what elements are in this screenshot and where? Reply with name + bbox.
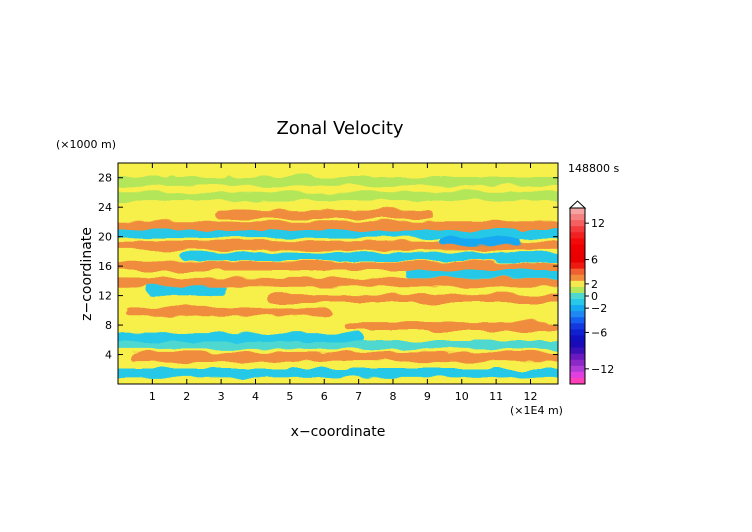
- colorbar-tick-label: −2: [591, 302, 607, 315]
- velocity-band: [118, 221, 558, 231]
- colorbar-swatch: [570, 274, 585, 282]
- colorbar-swatch: [570, 262, 585, 270]
- colorbar-swatch: [570, 311, 585, 318]
- velocity-band: [180, 252, 558, 261]
- colorbar-tick-label: 6: [591, 254, 598, 267]
- colorbar: 12 6 20−2 −6 −12: [568, 200, 614, 385]
- colorbar-swatch: [570, 232, 585, 239]
- x-tick-label: 12: [524, 390, 538, 403]
- x-tick-label: 4: [252, 390, 259, 403]
- chart-title: Zonal Velocity: [276, 118, 403, 139]
- x-tick-label: 6: [321, 390, 328, 403]
- colorbar-swatch: [570, 280, 585, 288]
- time-label: 148800 s: [568, 162, 619, 175]
- colorbar-tick-label: −6: [591, 326, 607, 339]
- x-axis-label: x−coordinate: [291, 424, 386, 440]
- y-axis-unit: (×1000 m): [56, 138, 116, 151]
- colorbar-swatch: [570, 323, 585, 330]
- colorbar-swatch: [570, 250, 585, 257]
- colorbar-swatch: [570, 353, 585, 361]
- x-tick-label: 3: [218, 390, 225, 403]
- colorbar-tick-label: 2: [591, 278, 598, 291]
- colorbar-swatch: [570, 226, 585, 233]
- velocity-band: [125, 307, 331, 317]
- velocity-band: [118, 176, 558, 186]
- colorbar-swatch: [570, 317, 585, 324]
- colorbar-swatch: [570, 347, 585, 355]
- y-tick-label: 24: [98, 201, 112, 214]
- colorbar-swatch: [570, 359, 585, 367]
- colorbar-swatch: [570, 268, 585, 276]
- colorbar-swatch: [570, 329, 585, 336]
- x-tick-label: 8: [390, 390, 397, 403]
- velocity-band: [146, 286, 228, 295]
- plot-frame: [117, 162, 559, 385]
- colorbar-extend-arrow: [568, 200, 587, 209]
- velocity-band: [345, 322, 558, 331]
- colorbar-swatch: [570, 208, 585, 215]
- colorbar-swatch: [570, 299, 585, 306]
- x-tick-label: 2: [183, 390, 190, 403]
- colorbar-swatch: [570, 292, 585, 300]
- velocity-band: [118, 333, 365, 343]
- velocity-band: [118, 229, 558, 239]
- colorbar-swatch: [570, 286, 585, 294]
- colorbar-swatch: [570, 335, 585, 342]
- colorbar-swatch: [570, 305, 585, 312]
- y-tick-label: 28: [98, 172, 112, 185]
- colorbar-swatch: [570, 365, 585, 373]
- colorbar-swatch: [570, 214, 585, 221]
- x-tick-label: 11: [489, 390, 503, 403]
- velocity-band: [215, 210, 434, 219]
- y-tick-label: 12: [98, 290, 112, 303]
- y-tick-label: 4: [105, 349, 112, 362]
- colorbar-tick-label: 12: [591, 217, 605, 230]
- x-tick-label: 10: [455, 390, 469, 403]
- x-tick-label: 1: [149, 390, 156, 403]
- velocity-band: [266, 294, 558, 303]
- colorbar-swatch: [570, 220, 585, 227]
- velocity-band: [118, 340, 558, 350]
- velocity-band: [118, 261, 558, 271]
- colorbar-swatch: [570, 377, 585, 385]
- x-tick-label: 5: [286, 390, 293, 403]
- x-axis-unit: (×1E4 m): [510, 404, 563, 417]
- velocity-band: [118, 368, 558, 378]
- y-tick-label: 20: [98, 231, 112, 244]
- colorbar-swatch: [570, 371, 585, 379]
- colorbar-tick-label: 0: [591, 290, 598, 303]
- y-axis-label: z−coordinate: [79, 227, 95, 321]
- colorbar-swatch: [570, 238, 585, 245]
- colorbar-swatch: [570, 256, 585, 264]
- velocity-band: [404, 269, 558, 278]
- colorbar-tick-label: −12: [591, 363, 614, 376]
- colorbar-swatch: [570, 244, 585, 251]
- y-tick-label: 8: [105, 319, 112, 332]
- x-tick-label: 7: [355, 390, 362, 403]
- colorbar-swatch: [570, 341, 585, 348]
- velocity-band: [129, 352, 558, 362]
- y-tick-label: 16: [98, 260, 112, 273]
- velocity-band: [118, 277, 558, 287]
- velocity-band: [118, 191, 558, 201]
- x-tick-label: 9: [424, 390, 431, 403]
